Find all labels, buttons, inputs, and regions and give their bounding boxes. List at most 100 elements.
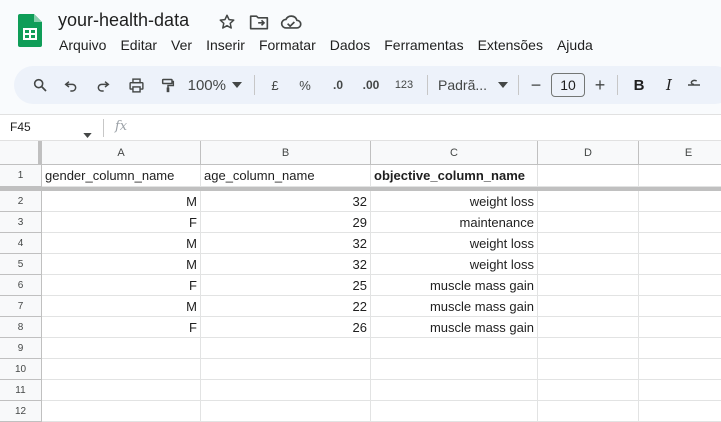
cell-e9[interactable] xyxy=(639,338,721,359)
cell-d9[interactable] xyxy=(538,338,639,359)
cell-c2[interactable]: weight loss xyxy=(371,191,538,212)
row-header-3[interactable]: 3 xyxy=(0,212,42,233)
cell-b12[interactable] xyxy=(201,401,371,422)
cell-e12[interactable] xyxy=(639,401,721,422)
number-format-button[interactable]: 123 xyxy=(394,79,414,91)
cell-d3[interactable] xyxy=(538,212,639,233)
cell-e4[interactable] xyxy=(639,233,721,254)
cell-a4[interactable]: M xyxy=(42,233,201,254)
cell-d6[interactable] xyxy=(538,275,639,296)
cell-c3[interactable]: maintenance xyxy=(371,212,538,233)
row-header-1[interactable]: 1 xyxy=(0,165,42,187)
menu-arquivo[interactable]: Arquivo xyxy=(59,37,107,53)
cell-a1[interactable]: gender_column_name xyxy=(42,165,201,187)
cell-d8[interactable] xyxy=(538,317,639,338)
italic-button[interactable]: I xyxy=(666,76,672,94)
cell-b6[interactable]: 25 xyxy=(201,275,371,296)
bold-button[interactable]: B xyxy=(633,76,645,94)
name-box-dropdown-icon[interactable] xyxy=(83,125,92,143)
menu-formatar[interactable]: Formatar xyxy=(258,37,316,53)
row-header-6[interactable]: 6 xyxy=(0,275,42,296)
menu-inserir[interactable]: Inserir xyxy=(206,37,245,53)
cell-e6[interactable] xyxy=(639,275,721,296)
cell-b11[interactable] xyxy=(201,380,371,401)
cell-d4[interactable] xyxy=(538,233,639,254)
cell-c12[interactable] xyxy=(371,401,538,422)
column-header-b[interactable]: B xyxy=(201,141,371,165)
column-header-d[interactable]: D xyxy=(538,141,639,165)
cell-d5[interactable] xyxy=(538,254,639,275)
cell-a2[interactable]: M xyxy=(42,191,201,212)
cell-e2[interactable] xyxy=(639,191,721,212)
row-header-4[interactable]: 4 xyxy=(0,233,42,254)
row-header-5[interactable]: 5 xyxy=(0,254,42,275)
row-header-10[interactable]: 10 xyxy=(0,359,42,380)
select-all-corner[interactable] xyxy=(0,141,42,165)
column-header-a[interactable]: A xyxy=(42,141,201,165)
cell-b4[interactable]: 32 xyxy=(201,233,371,254)
cloud-status-icon[interactable] xyxy=(280,12,302,32)
cell-d2[interactable] xyxy=(538,191,639,212)
name-box[interactable]: F45 xyxy=(10,120,31,134)
currency-format-button[interactable]: £ xyxy=(271,77,279,93)
cell-b7[interactable]: 22 xyxy=(201,296,371,317)
cell-b5[interactable]: 32 xyxy=(201,254,371,275)
cell-c1[interactable]: objective_column_name xyxy=(371,165,538,187)
cell-a11[interactable] xyxy=(42,380,201,401)
cell-a5[interactable]: M xyxy=(42,254,201,275)
print-icon[interactable] xyxy=(118,71,154,99)
cell-b2[interactable]: 32 xyxy=(201,191,371,212)
cell-a7[interactable]: M xyxy=(42,296,201,317)
cell-d11[interactable] xyxy=(538,380,639,401)
move-to-folder-icon[interactable] xyxy=(248,12,270,32)
row-header-2[interactable]: 2 xyxy=(0,191,42,212)
cell-a6[interactable]: F xyxy=(42,275,201,296)
row-header-12[interactable]: 12 xyxy=(0,401,42,422)
cell-a8[interactable]: F xyxy=(42,317,201,338)
menu-ajuda[interactable]: Ajuda xyxy=(556,37,593,53)
document-title[interactable]: your-health-data xyxy=(58,10,190,30)
increase-font-size-button[interactable]: + xyxy=(594,74,606,95)
menu-ver[interactable]: Ver xyxy=(171,37,193,53)
undo-icon[interactable] xyxy=(54,71,88,99)
cell-e10[interactable] xyxy=(639,359,721,380)
paint-format-icon[interactable] xyxy=(154,71,182,99)
decrease-decimal-button[interactable]: .0 xyxy=(332,78,343,92)
star-icon[interactable] xyxy=(216,12,238,32)
strikethrough-icon[interactable] xyxy=(684,71,704,99)
cell-e3[interactable] xyxy=(639,212,721,233)
zoom-dropdown-icon[interactable] xyxy=(226,71,248,99)
cell-e11[interactable] xyxy=(639,380,721,401)
cell-a3[interactable]: F xyxy=(42,212,201,233)
font-dropdown-icon[interactable] xyxy=(494,71,512,99)
cell-c11[interactable] xyxy=(371,380,538,401)
column-header-c[interactable]: C xyxy=(371,141,538,165)
cell-e7[interactable] xyxy=(639,296,721,317)
font-size-input[interactable]: 10 xyxy=(551,73,585,97)
cell-c6[interactable]: muscle mass gain xyxy=(371,275,538,296)
cell-e1[interactable] xyxy=(639,165,721,187)
cell-a9[interactable] xyxy=(42,338,201,359)
menu-editar[interactable]: Editar xyxy=(120,37,158,53)
increase-decimal-button[interactable]: .00 xyxy=(362,78,380,92)
redo-icon[interactable] xyxy=(88,71,118,99)
column-header-e[interactable]: E xyxy=(639,141,721,165)
cell-a12[interactable] xyxy=(42,401,201,422)
menu-dados[interactable]: Dados xyxy=(329,37,371,53)
cell-b1[interactable]: age_column_name xyxy=(201,165,371,187)
cell-b3[interactable]: 29 xyxy=(201,212,371,233)
cell-c7[interactable]: muscle mass gain xyxy=(371,296,538,317)
row-header-9[interactable]: 9 xyxy=(0,338,42,359)
cell-e8[interactable] xyxy=(639,317,721,338)
cell-c10[interactable] xyxy=(371,359,538,380)
cell-b8[interactable]: 26 xyxy=(201,317,371,338)
font-family-select[interactable]: Padrã... xyxy=(438,77,488,93)
row-header-7[interactable]: 7 xyxy=(0,296,42,317)
cell-e5[interactable] xyxy=(639,254,721,275)
menu-extensoes[interactable]: Extensões xyxy=(477,37,543,53)
cell-a10[interactable] xyxy=(42,359,201,380)
row-header-8[interactable]: 8 xyxy=(0,317,42,338)
cell-d10[interactable] xyxy=(538,359,639,380)
cell-c9[interactable] xyxy=(371,338,538,359)
row-header-11[interactable]: 11 xyxy=(0,380,42,401)
